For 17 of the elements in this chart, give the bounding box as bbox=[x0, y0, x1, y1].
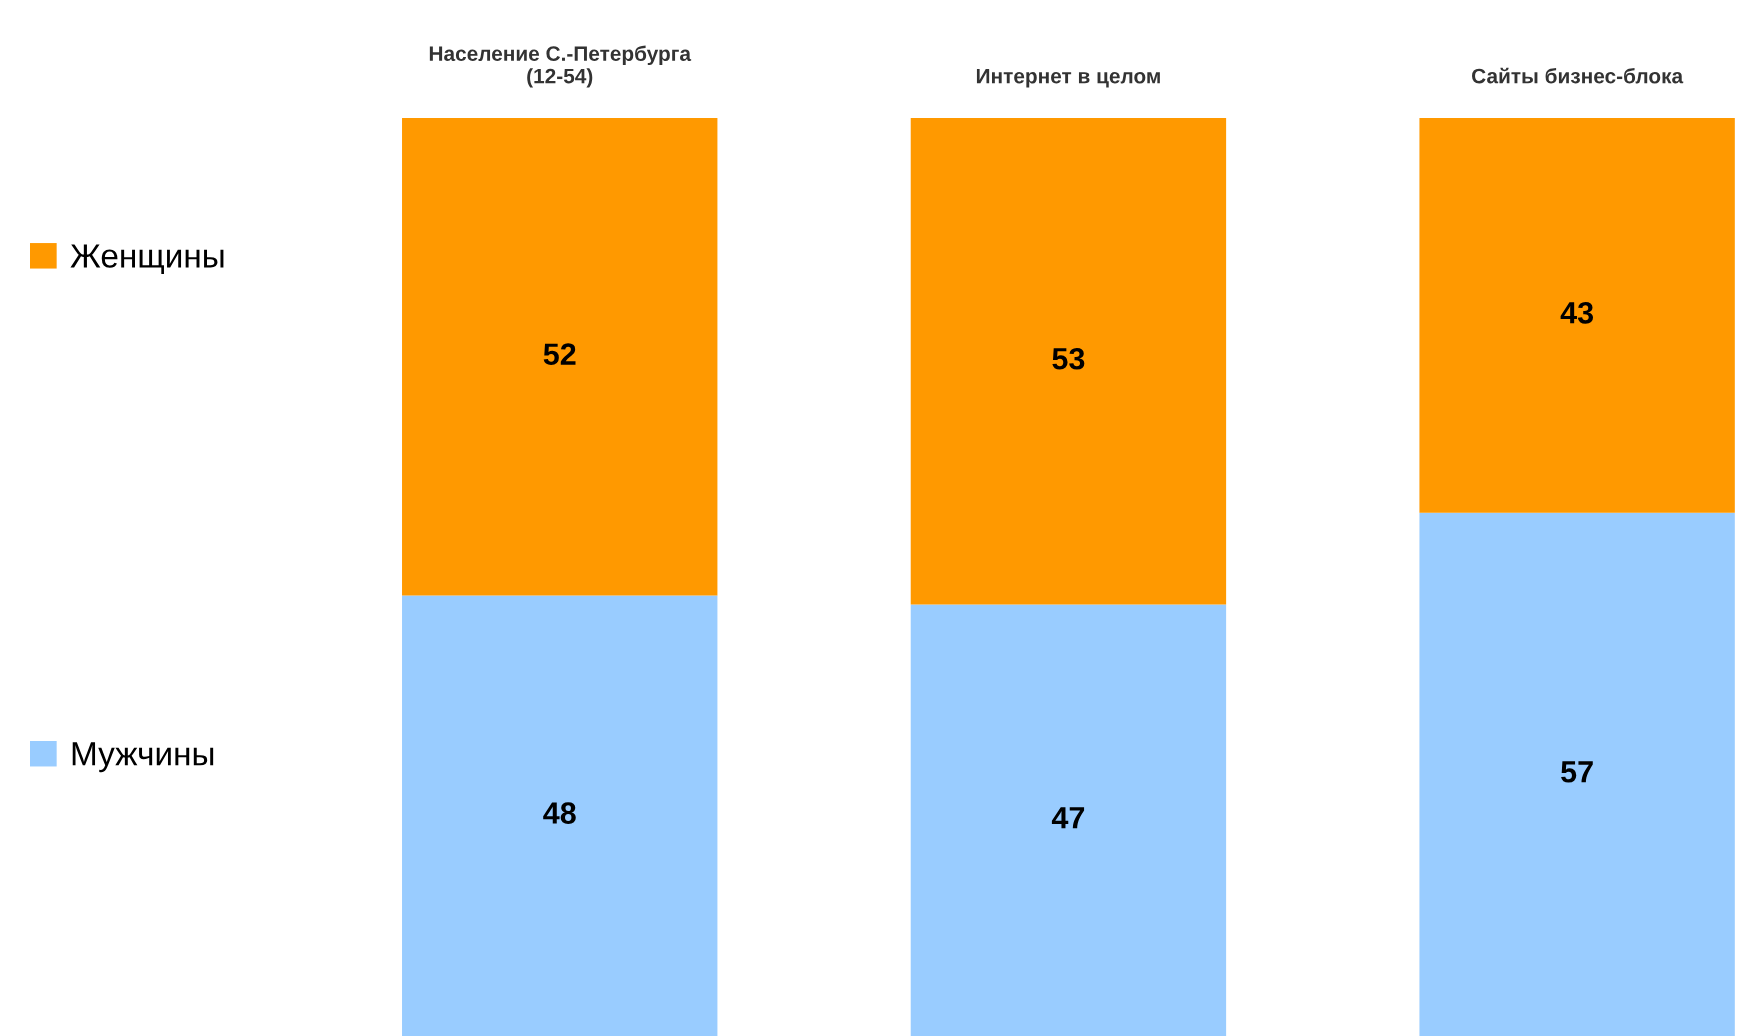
data-label: 43 bbox=[1560, 302, 1594, 324]
data-label: 57 bbox=[1561, 761, 1593, 783]
bar bbox=[402, 595, 718, 1036]
bar bbox=[910, 118, 1227, 605]
x-tick-label: Интернет в целом bbox=[976, 68, 1160, 88]
x-tick-label: Сайты бизнес-блока bbox=[1472, 67, 1684, 84]
x-tick-label: Население С.-Петербурга (12-54) bbox=[429, 45, 692, 88]
data-label: 52 bbox=[543, 343, 576, 365]
data-label: 47 bbox=[1051, 807, 1085, 829]
bar bbox=[1419, 512, 1735, 1036]
data-label: 48 bbox=[543, 802, 576, 824]
bar bbox=[402, 118, 718, 596]
data-label: 53 bbox=[1052, 347, 1085, 370]
bar bbox=[910, 604, 1227, 1036]
legend-label: Мужчины bbox=[72, 742, 214, 773]
legend-label: Женщины bbox=[70, 244, 224, 275]
bar bbox=[1419, 118, 1735, 513]
